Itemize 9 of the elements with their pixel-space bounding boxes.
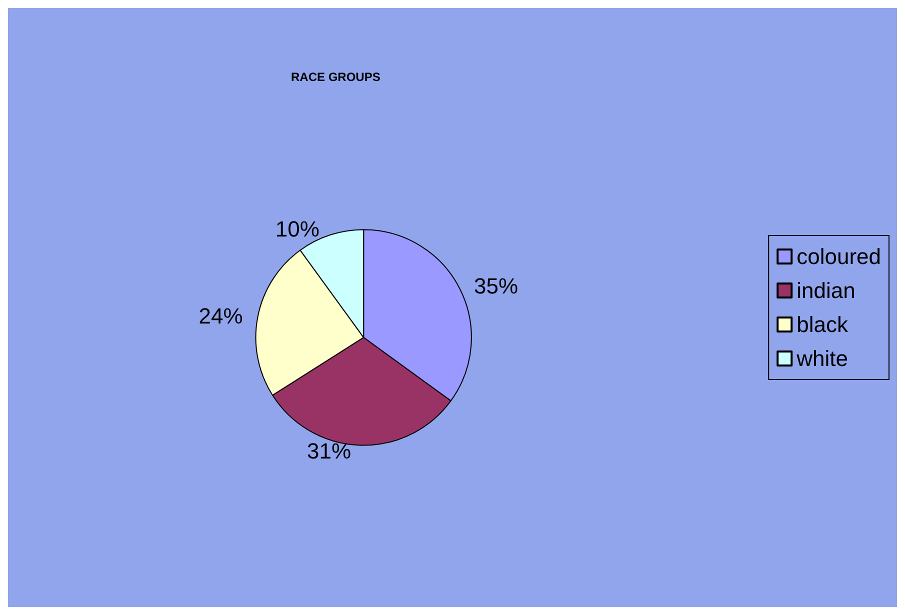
- legend-label: black: [796, 312, 849, 337]
- legend-label: coloured: [796, 244, 881, 269]
- legend-label: indian: [796, 278, 856, 303]
- data-label: 24%: [198, 304, 243, 329]
- data-label: 35%: [474, 273, 518, 298]
- chart-title: RACE GROUPS: [291, 70, 380, 84]
- data-label: 10%: [275, 216, 320, 242]
- legend-label: white: [796, 346, 848, 371]
- data-label: 31%: [306, 438, 352, 464]
